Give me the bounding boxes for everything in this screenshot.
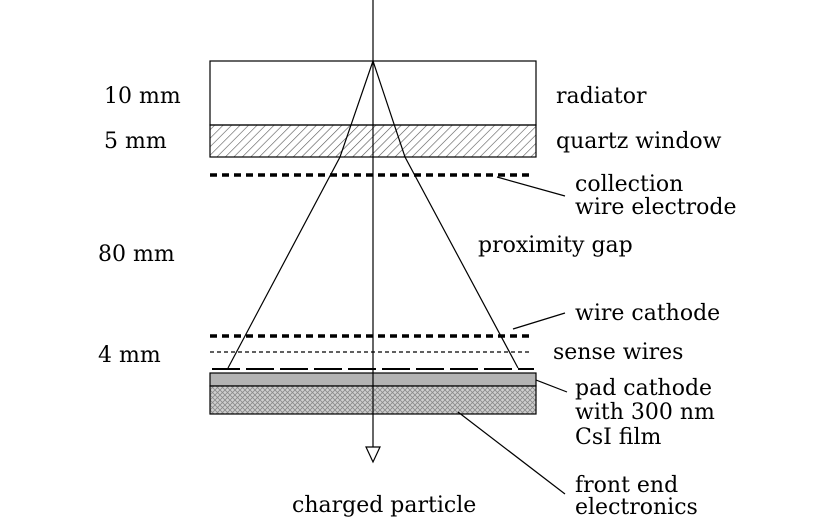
leader-collection bbox=[496, 176, 566, 197]
label-wire-cathode: wire cathode bbox=[575, 301, 720, 326]
label-sense-wires: sense wires bbox=[553, 340, 683, 365]
leader-wire-cathode bbox=[512, 312, 566, 330]
label-radiator: radiator bbox=[556, 84, 647, 109]
cherenkov-ray-right bbox=[372, 60, 519, 369]
label-fee-2: electronics bbox=[575, 495, 698, 520]
label-proximity-gap: proximity gap bbox=[478, 233, 633, 258]
label-collection-2: wire electrode bbox=[575, 195, 737, 220]
dim-quartz-window: 5 mm bbox=[104, 129, 167, 154]
label-pad-1: pad cathode bbox=[575, 376, 712, 401]
leader-front-end bbox=[457, 411, 566, 495]
cherenkov-ray-left bbox=[227, 60, 374, 369]
label-pad-3: CsI film bbox=[575, 425, 662, 450]
dim-wire-chamber: 4 mm bbox=[98, 343, 161, 368]
dim-proximity-gap: 80 mm bbox=[98, 242, 175, 267]
dim-radiator: 10 mm bbox=[104, 84, 181, 109]
label-charged-particle: charged particle bbox=[292, 493, 476, 518]
label-pad-2: with 300 nm bbox=[575, 400, 715, 425]
particle-arrowhead bbox=[365, 446, 381, 464]
label-fee-1: front end bbox=[575, 473, 678, 498]
leader-pad-cathode bbox=[535, 379, 568, 393]
label-collection-1: collection bbox=[575, 172, 683, 197]
label-quartz-window: quartz window bbox=[556, 129, 722, 154]
